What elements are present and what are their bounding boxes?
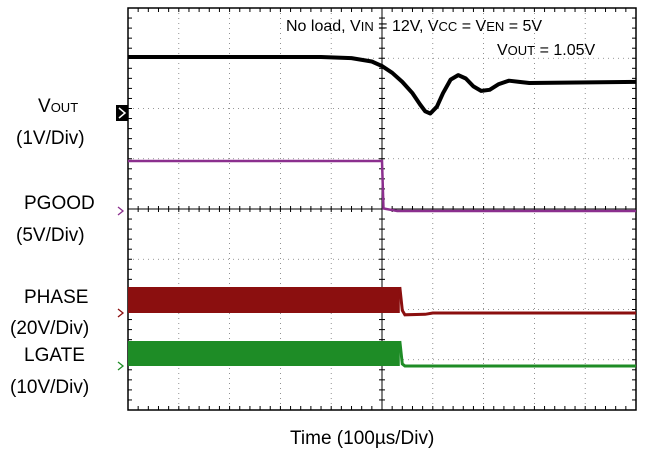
marker-phase: [117, 308, 125, 318]
marker-lgate: [117, 361, 125, 371]
vout-scale: (1V/Div): [16, 128, 85, 149]
pgood-label: PGOOD: [24, 193, 95, 214]
channel-markers: [116, 105, 128, 371]
vout-label: VOUT: [38, 96, 79, 117]
trace-lgate: [398, 340, 636, 368]
phase-scale: (20V/Div): [10, 318, 90, 339]
trace-vout: [128, 55, 637, 116]
trace-phase-switching: [128, 287, 400, 313]
trace-phase: [398, 286, 636, 317]
output-voltage-note: VOUT = 1.05V: [497, 42, 596, 59]
marker-pgood: [117, 206, 125, 216]
test-conditions: No load, VIN = 12V, VCC = VEN = 5V: [286, 18, 543, 35]
trace-pgood: [128, 159, 636, 213]
pgood-scale: (5V/Div): [16, 225, 85, 246]
trace-lgate-switching: [128, 341, 400, 366]
traces: [128, 55, 637, 368]
x-axis-label: Time (100µs/Div): [290, 428, 435, 449]
lgate-label: LGATE: [24, 345, 85, 366]
lgate-scale: (10V/Div): [10, 377, 90, 398]
marker-vout-arrow: [118, 107, 127, 119]
phase-label: PHASE: [24, 287, 89, 308]
marker-vout: [116, 105, 128, 121]
